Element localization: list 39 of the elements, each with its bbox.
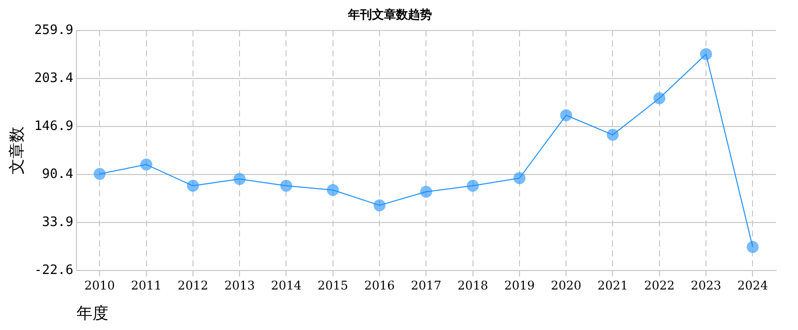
point — [140, 158, 152, 171]
point — [560, 109, 572, 122]
point — [513, 172, 526, 184]
y-tick-label: 33.9 — [42, 214, 74, 230]
point — [326, 184, 339, 196]
x-tick-label: 2018 — [458, 278, 488, 293]
x-tick-label: 2023 — [690, 278, 722, 293]
x-tick-label: 2016 — [364, 278, 395, 293]
y-tick-label: 203.4 — [34, 70, 74, 86]
point — [420, 186, 432, 198]
point — [653, 92, 666, 104]
x-tick-label: 2015 — [318, 278, 348, 293]
point — [280, 180, 292, 192]
x-tick-label: 2024 — [737, 278, 768, 293]
x-tick-label: 2011 — [131, 278, 162, 293]
x-tick-label: 2019 — [504, 278, 535, 293]
x-tick-label: 2021 — [597, 278, 628, 293]
point — [374, 199, 386, 212]
x-tick-label: 2010 — [84, 278, 115, 293]
point — [234, 172, 246, 185]
x-tick-label: 2014 — [270, 278, 302, 293]
y-tick-label: 90.4 — [42, 166, 74, 182]
point — [186, 180, 199, 192]
x-tick-label: 2013 — [224, 278, 255, 293]
y-axis-title: 文章数 — [6, 126, 26, 174]
point — [606, 128, 619, 141]
x-axis-title: 年度 — [76, 304, 108, 323]
point — [700, 48, 712, 60]
x-tick-label: 2012 — [178, 278, 208, 293]
y-tick-label: 259.9 — [34, 22, 74, 38]
chart-title: 年刊文章数趋势 — [347, 7, 432, 22]
point — [466, 180, 479, 192]
y-tick-label: 146.9 — [34, 118, 74, 134]
x-tick-label: 2020 — [550, 278, 582, 293]
x-tick-label: 2022 — [644, 278, 675, 293]
x-tick-label: 2017 — [410, 278, 442, 293]
point — [94, 168, 106, 180]
point — [746, 240, 759, 253]
y-tick-label: -22.6 — [34, 262, 74, 278]
